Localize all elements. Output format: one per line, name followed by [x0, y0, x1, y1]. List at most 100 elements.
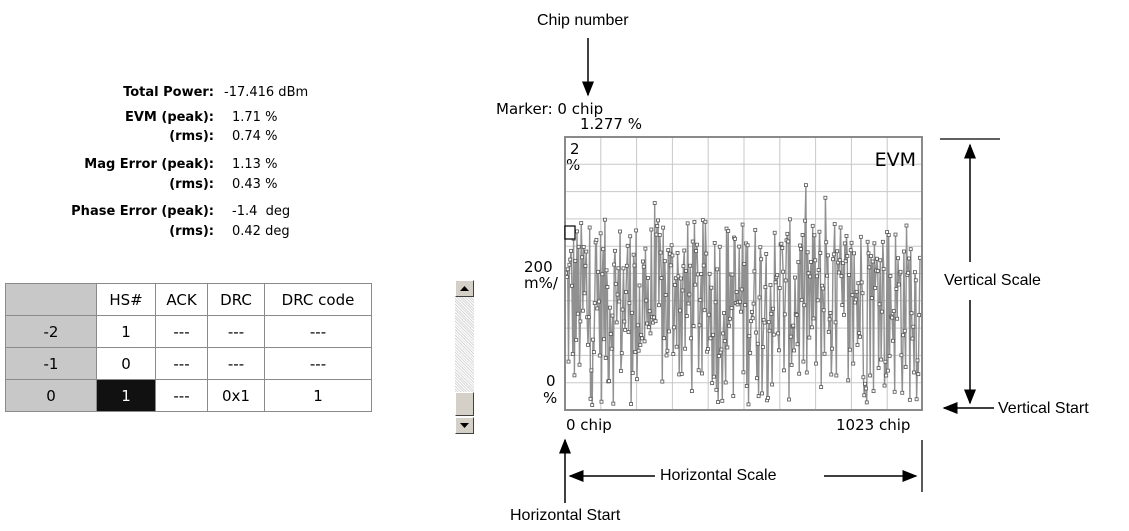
table-cell[interactable]: ---: [264, 347, 372, 380]
evm-trace-point: [913, 270, 917, 275]
evm-trace-point: [809, 325, 814, 330]
evm-trace-point: [669, 243, 674, 248]
scroll-down-button[interactable]: [455, 417, 474, 434]
evm-trace-point: [847, 347, 852, 352]
evm-trace-point: [907, 397, 912, 402]
evm-trace-point: [586, 315, 591, 320]
table-cell[interactable]: ---: [155, 347, 208, 380]
evm-trace-point: [842, 312, 846, 317]
evm-trace-point: [849, 240, 854, 245]
table-cell[interactable]: 1: [264, 379, 372, 412]
column-header-hs[interactable]: HS#: [96, 283, 156, 316]
evm-trace-point: [879, 357, 884, 362]
table-row-selected[interactable]: 0 1 --- 0x1 1: [5, 379, 372, 412]
table-cell[interactable]: ---: [264, 315, 372, 348]
evm-plot[interactable]: EVM: [564, 136, 924, 412]
table-header-row: HS# ACK DRC DRC code: [5, 283, 372, 316]
y-scale-unit: m%/: [524, 274, 558, 292]
evm-trace-point: [680, 288, 685, 293]
evm-trace-point: [567, 262, 572, 267]
evm-trace-point: [725, 345, 730, 350]
evm-trace-point: [827, 317, 832, 322]
table-cell[interactable]: ---: [207, 315, 265, 348]
mag-error-rms-row: (rms): 0.43 %: [0, 177, 410, 195]
column-header-ack[interactable]: ACK: [155, 283, 208, 316]
evm-trace-point: [870, 259, 875, 264]
evm-trace-point: [568, 257, 573, 262]
evm-trace-point: [629, 310, 634, 315]
evm-trace-point: [825, 273, 829, 278]
hs-table: HS# ACK DRC DRC code -2 1 --- --- --- -1…: [5, 283, 372, 412]
evm-trace-point: [655, 224, 660, 228]
evm-trace-point: [816, 268, 821, 272]
table-corner: [5, 283, 97, 316]
row-index[interactable]: 0: [5, 379, 97, 412]
evm-trace-point: [582, 291, 587, 296]
table-cell-selected[interactable]: 1: [96, 379, 156, 412]
evm-trace-point: [632, 263, 637, 268]
evm-rms-row: (rms): 0.74 %: [0, 129, 410, 147]
evm-trace-point: [722, 339, 727, 344]
evm-trace-point: [692, 220, 697, 224]
evm-trace-point: [812, 233, 817, 238]
evm-trace-point: [607, 379, 611, 383]
evm-trace-point: [893, 232, 898, 237]
evm-trace-point: [670, 253, 675, 258]
scroll-track[interactable]: [455, 297, 474, 415]
table-cell[interactable]: ---: [155, 315, 208, 348]
table-cell[interactable]: 1: [96, 315, 156, 348]
column-header-drc[interactable]: DRC: [207, 283, 265, 316]
evm-trace-point: [776, 331, 780, 336]
evm-trace-point: [623, 328, 628, 332]
evm-trace-point: [591, 337, 595, 342]
evm-trace-point: [850, 293, 855, 297]
evm-trace-point: [581, 245, 586, 249]
arrow-up-icon: [460, 286, 469, 291]
evm-trace-point: [656, 218, 660, 223]
evm-trace-point: [588, 396, 593, 401]
evm-trace-point: [795, 342, 800, 347]
evm-trace-point: [847, 273, 851, 277]
x-start-label: 0 chip: [566, 416, 612, 434]
evm-trace-point: [666, 248, 671, 252]
table-cell[interactable]: 0x1: [207, 379, 265, 412]
scroll-thumb[interactable]: [455, 392, 474, 416]
evm-trace-point: [645, 321, 650, 326]
phase-error-rms-label: (rms):: [169, 224, 214, 239]
evm-trace-point: [711, 374, 716, 379]
evm-trace-point: [891, 338, 895, 343]
table-row[interactable]: -2 1 --- --- ---: [5, 315, 372, 348]
evm-trace-point: [681, 264, 686, 269]
scroll-up-button[interactable]: [455, 280, 474, 297]
evm-trace-point: [576, 244, 581, 249]
marker-box[interactable]: [564, 225, 576, 240]
evm-trace-point: [743, 303, 748, 307]
evm-trace-point: [853, 297, 858, 302]
evm-trace-point: [594, 237, 599, 242]
table-scrollbar[interactable]: [455, 280, 474, 434]
evm-trace-point: [881, 267, 886, 271]
table-cell[interactable]: ---: [207, 347, 265, 380]
evm-trace-point: [830, 346, 835, 351]
evm-trace-point: [668, 263, 673, 268]
evm-trace-point: [616, 266, 621, 271]
evm-trace-point: [884, 373, 889, 378]
evm-trace-point: [902, 328, 907, 333]
evm-trace-point: [687, 292, 692, 297]
evm-trace-point: [714, 387, 719, 392]
row-index[interactable]: -1: [5, 347, 97, 380]
table-cell[interactable]: ---: [155, 379, 208, 412]
table-row[interactable]: -1 0 --- --- ---: [5, 347, 372, 380]
evm-trace-point: [717, 244, 722, 249]
evm-trace-point: [845, 254, 850, 258]
row-index[interactable]: -2: [5, 315, 97, 348]
evm-trace-point: [860, 291, 865, 296]
evm-trace-point: [566, 359, 571, 364]
evm-trace-point: [633, 350, 638, 354]
evm-trace-point: [726, 229, 731, 233]
table-cell[interactable]: 0: [96, 347, 156, 380]
evm-trace-point: [781, 269, 786, 274]
evm-trace-point: [909, 311, 914, 316]
column-header-drc-code[interactable]: DRC code: [264, 283, 372, 316]
evm-trace-point: [899, 353, 904, 358]
